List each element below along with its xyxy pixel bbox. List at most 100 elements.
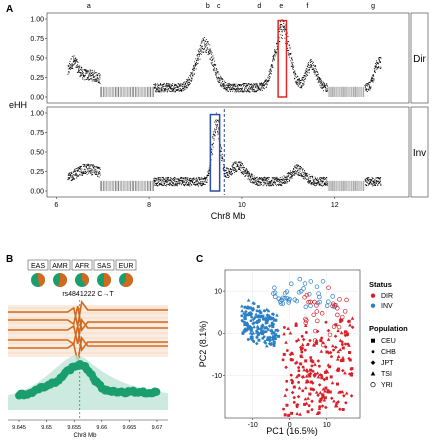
inv-gap-block-3 bbox=[104, 180, 107, 191]
inv-point-964 bbox=[269, 185, 271, 187]
dir-point-560 bbox=[207, 54, 209, 56]
dir-point-1259 bbox=[315, 75, 317, 77]
inv-point-951 bbox=[267, 177, 269, 179]
dir-point-6 bbox=[68, 72, 70, 74]
inv-point-1007 bbox=[276, 176, 278, 178]
inv-point-1242 bbox=[312, 181, 314, 183]
inv-point-1378 bbox=[371, 183, 372, 185]
inv-point-1318 bbox=[324, 182, 326, 184]
dir-point-109 bbox=[84, 75, 86, 77]
inv-point-843 bbox=[251, 179, 253, 181]
inv-point-10 bbox=[69, 178, 70, 180]
inv-point-43 bbox=[74, 178, 76, 180]
dir-point-1223 bbox=[310, 64, 312, 66]
pca-point-24 bbox=[265, 313, 270, 317]
pca-point-52 bbox=[252, 340, 256, 344]
dir-point-508 bbox=[199, 51, 201, 53]
dir-point-1087 bbox=[289, 53, 290, 55]
inv-point-1033 bbox=[280, 184, 282, 186]
dir-point-186 bbox=[96, 72, 98, 74]
dir-point-1141 bbox=[297, 82, 299, 84]
pop-box-afr bbox=[71, 259, 93, 271]
inv-point-1432 bbox=[379, 181, 381, 183]
dir-point-750 bbox=[236, 84, 238, 86]
inv-point-267 bbox=[162, 177, 163, 179]
inv-point-286 bbox=[165, 178, 167, 180]
dir-point-1155 bbox=[299, 87, 301, 89]
dir-point-669 bbox=[224, 88, 226, 90]
dir-point-1021 bbox=[278, 37, 280, 39]
dir-point-688 bbox=[227, 87, 229, 89]
pca-point-366 bbox=[305, 342, 310, 346]
pca-point-201 bbox=[280, 295, 286, 301]
inv-point-1323 bbox=[325, 181, 327, 183]
pca-point-187 bbox=[286, 300, 291, 305]
inv-point-434 bbox=[187, 184, 189, 186]
dir-point-1384 bbox=[372, 80, 373, 82]
dir-point-1090 bbox=[289, 46, 291, 48]
dir-strip-label: Dir bbox=[413, 54, 426, 65]
inv-point-1137 bbox=[296, 167, 298, 169]
inv-point-1332 bbox=[326, 181, 328, 183]
dir-point-60 bbox=[76, 61, 78, 63]
dir-point-73 bbox=[78, 67, 80, 68]
inv-point-500 bbox=[198, 185, 200, 187]
dir-point-1137 bbox=[296, 84, 298, 85]
inv-point-1437 bbox=[380, 183, 382, 185]
inv-point-70 bbox=[78, 168, 80, 170]
dir-point-880 bbox=[256, 83, 258, 85]
dir-point-383 bbox=[180, 89, 182, 91]
pca-point-430 bbox=[324, 345, 328, 349]
dir-gap-block-16 bbox=[121, 86, 124, 97]
dir-point-445 bbox=[189, 75, 191, 77]
dir-point-1181 bbox=[303, 83, 305, 85]
inv-point-1080 bbox=[287, 175, 289, 177]
inv-point-308 bbox=[168, 180, 170, 182]
pca-frame bbox=[224, 269, 361, 419]
dir-point-1413 bbox=[376, 66, 378, 68]
inv-point-233 bbox=[156, 183, 158, 184]
dir-point-170 bbox=[93, 80, 95, 82]
dir-point-1437 bbox=[380, 67, 382, 69]
inv-point-455 bbox=[191, 184, 193, 186]
inv-point-776 bbox=[240, 171, 242, 173]
inv-point-816 bbox=[247, 171, 248, 173]
dir-point-178 bbox=[95, 78, 96, 80]
dir-point-905 bbox=[260, 88, 262, 90]
inv-point-1126 bbox=[294, 170, 296, 172]
inv-point-681 bbox=[226, 176, 228, 178]
dir-point-1249 bbox=[314, 70, 315, 72]
dir-point-294 bbox=[166, 85, 168, 87]
dir-point-369 bbox=[177, 86, 179, 88]
inv-point-826 bbox=[248, 172, 250, 174]
pca-point-173 bbox=[272, 318, 276, 322]
inv-point-1200 bbox=[306, 176, 308, 177]
inv-point-972 bbox=[271, 185, 273, 187]
inv-point-1165 bbox=[301, 167, 303, 169]
dir-point-1147 bbox=[298, 83, 300, 85]
dir-gap-block-42 bbox=[329, 86, 331, 97]
inv-point-241 bbox=[158, 179, 160, 181]
dir-point-952 bbox=[268, 74, 269, 76]
inv-point-603 bbox=[214, 128, 216, 130]
inv-point-623 bbox=[217, 131, 219, 133]
pca-point-460 bbox=[313, 328, 318, 334]
dir-point-459 bbox=[191, 68, 193, 70]
inv-point-427 bbox=[186, 178, 188, 180]
dir-point-1075 bbox=[287, 47, 289, 49]
dir-point-1203 bbox=[306, 75, 308, 77]
pca-point-442 bbox=[283, 413, 287, 417]
dir-point-829 bbox=[249, 86, 250, 88]
inv-point-1028 bbox=[279, 178, 281, 180]
inv-point-1297 bbox=[321, 182, 323, 184]
inv-point-1183 bbox=[303, 178, 305, 180]
inv-point-713 bbox=[231, 170, 233, 172]
inv-point-522 bbox=[201, 181, 203, 183]
dir-point-495 bbox=[197, 56, 199, 58]
dir-point-496 bbox=[197, 62, 199, 64]
inv-point-251 bbox=[159, 177, 161, 179]
dir-point-998 bbox=[275, 55, 277, 57]
inv-gap-block-43 bbox=[330, 180, 332, 191]
inv-point-606 bbox=[214, 134, 216, 136]
inv-point-590 bbox=[212, 143, 214, 145]
